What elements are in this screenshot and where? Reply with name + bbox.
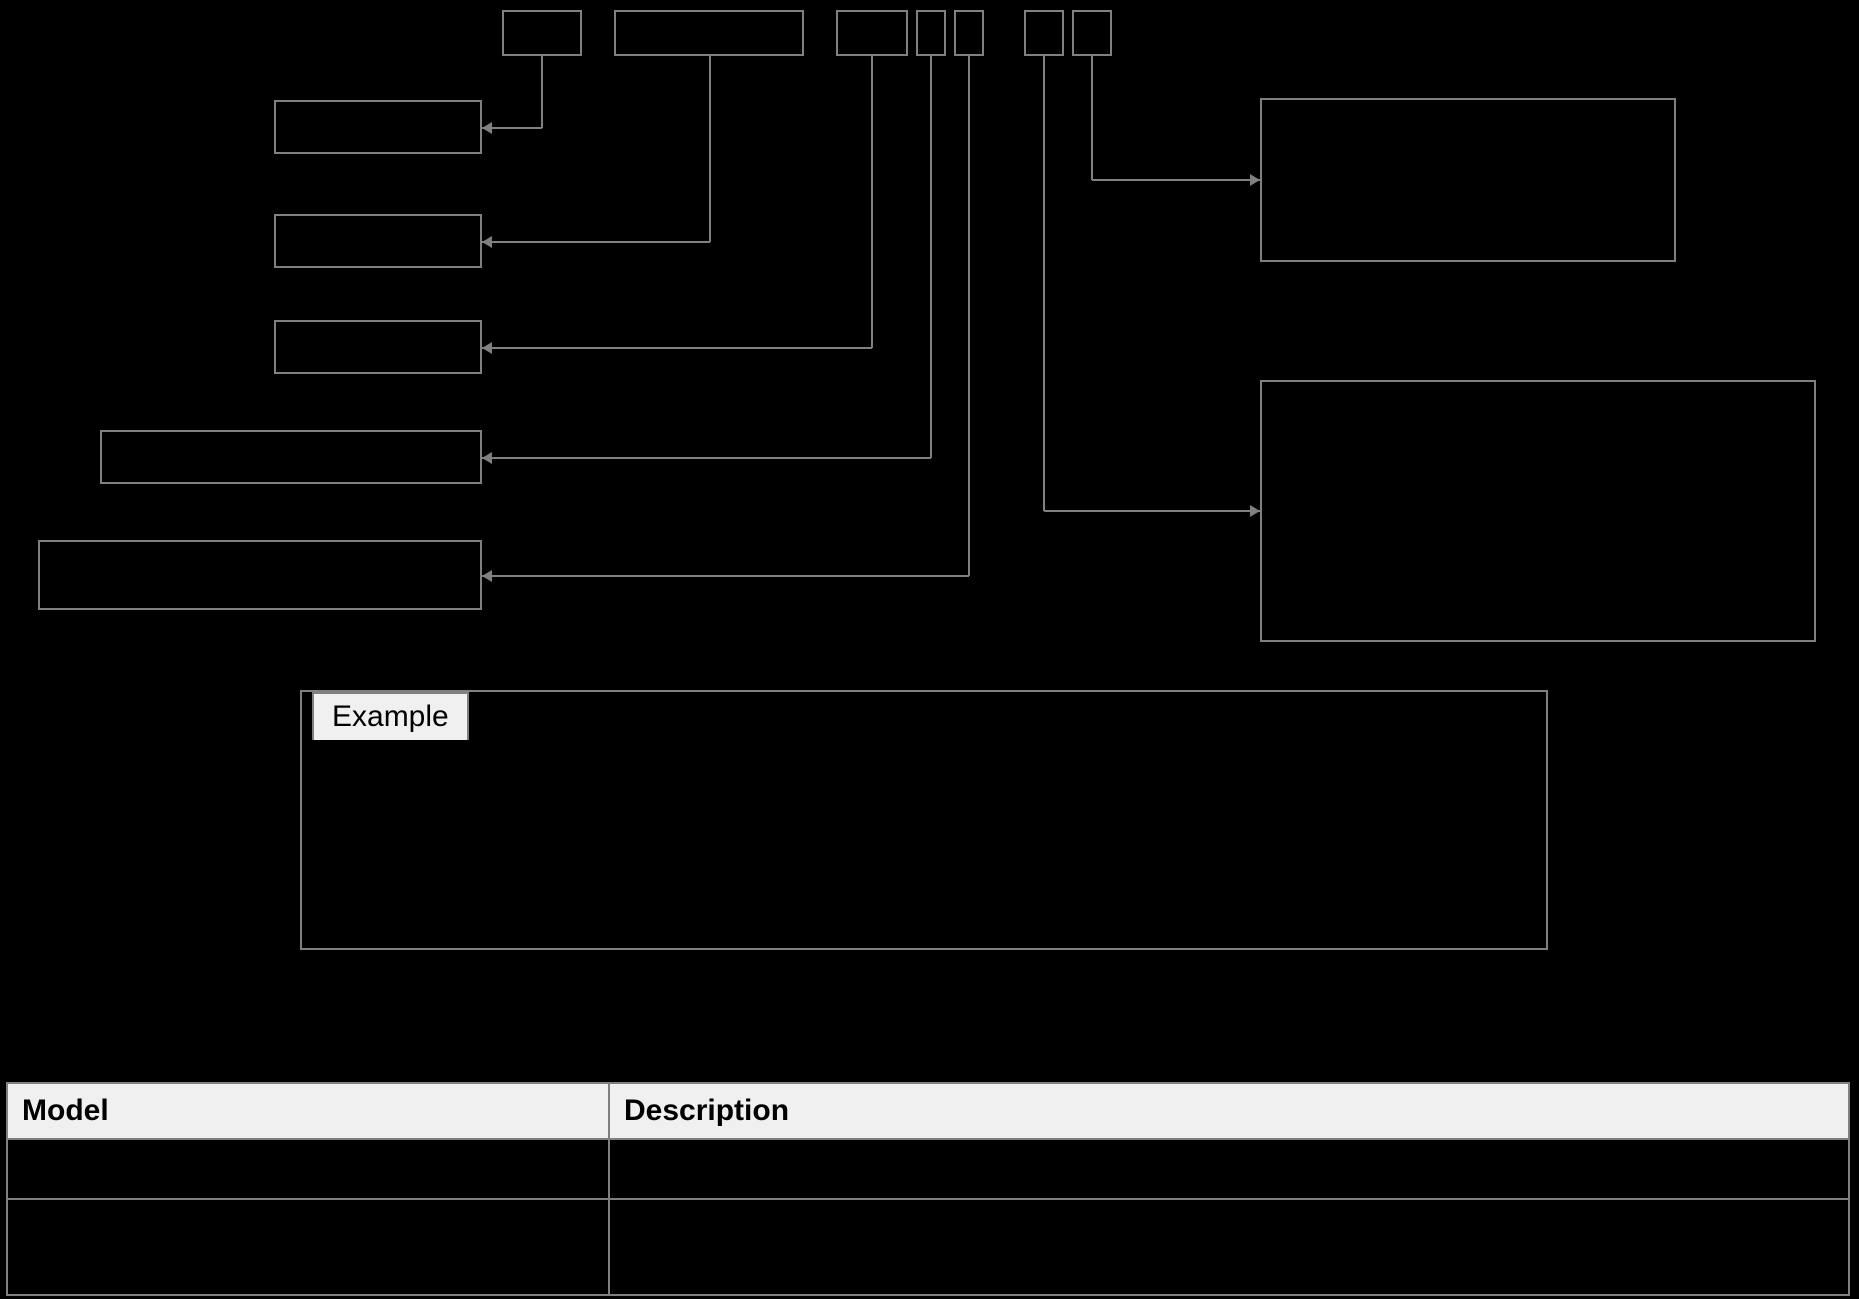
- annotation-box-left: [274, 100, 482, 154]
- model-table: Model Description: [6, 1082, 1850, 1296]
- edge-horizontal: [482, 241, 710, 243]
- edge-vertical: [871, 56, 873, 348]
- annotation-box-left: [274, 320, 482, 374]
- arrow-left-icon: [482, 236, 492, 248]
- syntax-token: [1024, 10, 1064, 56]
- arrow-left-icon: [482, 570, 492, 582]
- annotation-box-left: [38, 540, 482, 610]
- cell-model: [7, 1139, 609, 1199]
- annotation-box-right: [1260, 380, 1816, 642]
- example-tab-label: Example: [332, 700, 449, 733]
- cell-description: [609, 1199, 1849, 1295]
- example-tab: Example: [312, 692, 469, 740]
- edge-vertical: [1091, 56, 1093, 180]
- edge-horizontal: [482, 457, 931, 459]
- annotation-box-right: [1260, 98, 1676, 262]
- table-row: [7, 1139, 1849, 1199]
- example-panel: [300, 690, 1548, 950]
- edge-horizontal: [1044, 510, 1260, 512]
- edge-vertical: [541, 56, 543, 128]
- edge-horizontal: [1092, 179, 1260, 181]
- syntax-token: [1072, 10, 1112, 56]
- syntax-token: [502, 10, 582, 56]
- arrow-left-icon: [482, 122, 492, 134]
- arrow-left-icon: [482, 452, 492, 464]
- cell-model: [7, 1199, 609, 1295]
- cell-description: [609, 1139, 1849, 1199]
- syntax-token: [614, 10, 804, 56]
- syntax-token: [836, 10, 908, 56]
- edge-vertical: [709, 56, 711, 242]
- edge-vertical: [930, 56, 932, 458]
- table-header-row: Model Description: [7, 1083, 1849, 1139]
- edge-horizontal: [482, 575, 969, 577]
- edge-horizontal: [482, 347, 872, 349]
- edge-vertical: [1043, 56, 1045, 511]
- annotation-box-left: [100, 430, 482, 484]
- table-row: [7, 1199, 1849, 1295]
- annotation-box-left: [274, 214, 482, 268]
- arrow-right-icon: [1250, 174, 1260, 186]
- arrow-left-icon: [482, 342, 492, 354]
- syntax-token: [954, 10, 984, 56]
- arrow-right-icon: [1250, 505, 1260, 517]
- syntax-token: [916, 10, 946, 56]
- col-description: Description: [609, 1083, 1849, 1139]
- edge-vertical: [968, 56, 970, 576]
- col-model: Model: [7, 1083, 609, 1139]
